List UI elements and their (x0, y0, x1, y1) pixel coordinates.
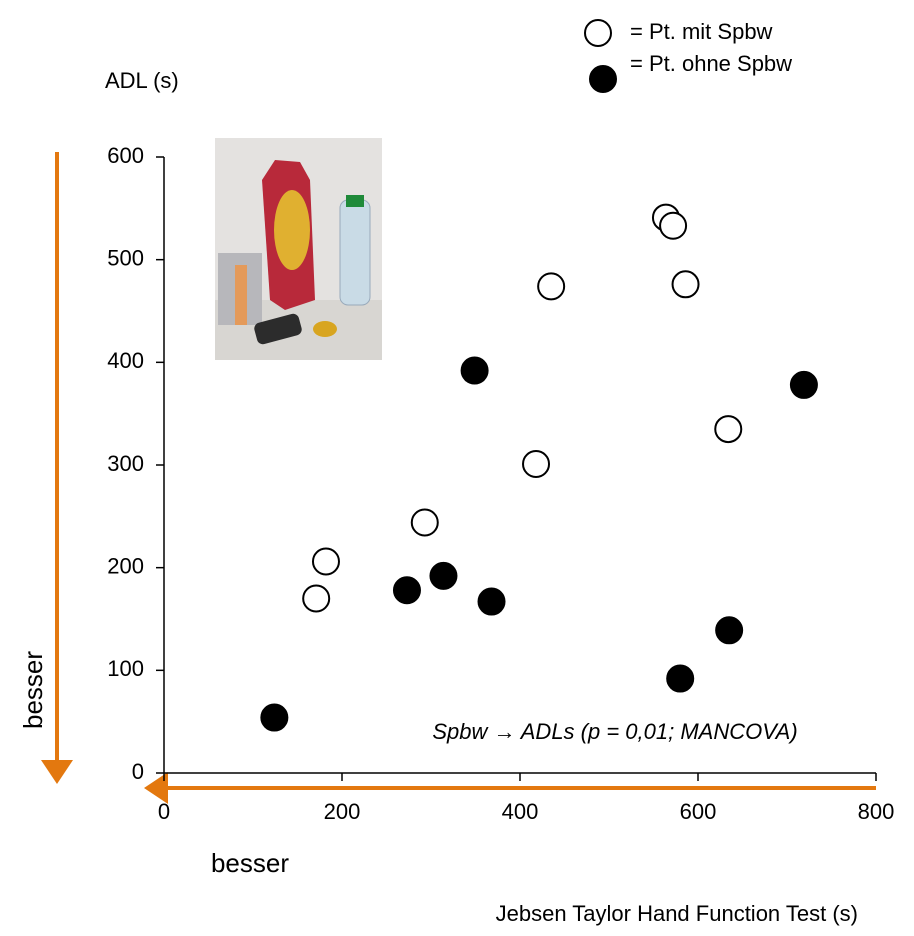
point (477, 587, 506, 616)
point (671, 270, 700, 299)
photo (215, 138, 382, 360)
y-tick-label: 200 (107, 553, 144, 578)
point (666, 664, 695, 693)
legend-label: = Pt. ohne Spbw (630, 51, 792, 76)
y-tick-label: 0 (132, 759, 144, 784)
x-tick-label: 800 (858, 799, 895, 824)
point (392, 576, 421, 605)
y-axis-label: ADL (s) (105, 68, 179, 93)
point (311, 547, 340, 576)
point (460, 356, 489, 385)
x-direction-label: besser (211, 848, 289, 878)
point (537, 272, 566, 301)
point (302, 584, 331, 613)
point (260, 703, 289, 732)
legend-marker (584, 19, 612, 47)
y-tick-label: 400 (107, 348, 144, 373)
point (429, 561, 458, 590)
x-tick-label: 400 (502, 799, 539, 824)
x-tick-label: 200 (324, 799, 361, 824)
annotation: Spbw → ADLs (p = 0,01; MANCOVA) (432, 719, 797, 744)
legend-marker (589, 65, 617, 93)
legend-label: = Pt. mit Spbw (630, 19, 773, 44)
y-tick-label: 100 (107, 656, 144, 681)
point (410, 508, 439, 537)
y-tick-label: 500 (107, 245, 144, 270)
y-tick-label: 300 (107, 451, 144, 476)
point (715, 616, 744, 645)
x-tick-label: 0 (158, 799, 170, 824)
point (522, 449, 551, 478)
x-axis-label: Jebsen Taylor Hand Function Test (s) (496, 901, 858, 926)
point (659, 211, 688, 240)
y-direction-label: besser (18, 651, 48, 729)
point (789, 370, 818, 399)
x-tick-label: 600 (680, 799, 717, 824)
point (714, 415, 743, 444)
y-tick-label: 600 (107, 143, 144, 168)
